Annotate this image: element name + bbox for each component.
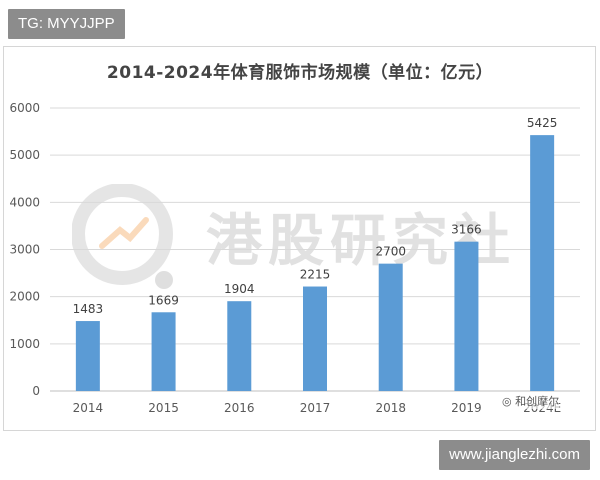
y-tick-label: 5000	[9, 148, 40, 162]
data-label: 5425	[527, 116, 558, 130]
y-tick-label: 0	[32, 384, 40, 398]
bar	[75, 321, 100, 391]
x-tick-label: 2019	[451, 401, 482, 415]
x-tick-label: 2015	[148, 401, 179, 415]
bar	[227, 301, 252, 391]
website-tag: www.jianglezhi.com	[439, 440, 590, 470]
x-tick-label: 2016	[224, 401, 255, 415]
data-label: 1669	[148, 293, 179, 307]
bar	[454, 241, 479, 391]
x-tick-label: 2014	[73, 401, 104, 415]
data-label: 2700	[375, 245, 406, 259]
data-label: 1483	[73, 302, 104, 316]
wechat-account-name: 和创摩尔	[515, 395, 560, 408]
data-label: 3166	[451, 223, 482, 237]
wechat-icon: ◎	[502, 395, 512, 408]
chart-panel	[3, 46, 596, 431]
bar	[303, 286, 327, 391]
y-tick-label: 2000	[9, 290, 40, 304]
watermark-logo-icon	[72, 184, 173, 289]
chart-title: 2014-2024年体育服饰市场规模（单位：亿元）	[106, 63, 494, 83]
data-label: 2215	[300, 268, 331, 282]
wechat-watermark: ◎ 和创摩尔	[502, 393, 560, 409]
y-tick-label: 6000	[9, 101, 40, 115]
telegram-tag: TG: MYYJJPP	[8, 9, 125, 39]
y-tick-label: 1000	[9, 337, 40, 351]
y-tick-label: 4000	[9, 195, 40, 209]
x-tick-label: 2018	[375, 401, 406, 415]
x-tick-label: 2017	[300, 401, 331, 415]
bar	[378, 263, 403, 391]
bar	[530, 135, 555, 391]
y-tick-label: 3000	[9, 243, 40, 257]
bar	[151, 312, 176, 391]
data-label: 1904	[224, 282, 255, 296]
